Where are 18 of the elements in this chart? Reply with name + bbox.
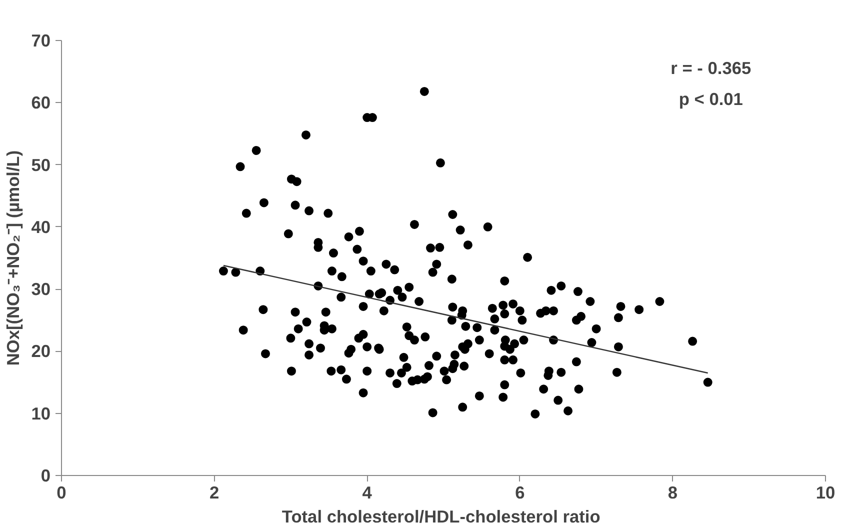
x-tick-label: 10 bbox=[816, 482, 836, 502]
y-tick-label: 30 bbox=[31, 279, 51, 300]
y-tick-label: 40 bbox=[31, 216, 51, 237]
x-tick-label: 8 bbox=[668, 482, 678, 502]
y-tick-label: 20 bbox=[31, 341, 51, 362]
y-tick-label: 50 bbox=[31, 154, 51, 175]
y-axis-title: NOx[(NO₃⁻+NO₂⁻] (µmol/L) bbox=[3, 150, 24, 366]
annotation: r = - 0.365 bbox=[670, 58, 752, 78]
annotation: p < 0.01 bbox=[678, 88, 744, 109]
x-tick-label: 4 bbox=[362, 482, 372, 502]
x-tick-label: 2 bbox=[209, 482, 220, 502]
y-tick-label: 0 bbox=[40, 466, 51, 486]
x-axis-title: Total cholesterol/HDL-cholesterol ratio bbox=[282, 506, 600, 526]
y-tick-label: 10 bbox=[31, 403, 51, 424]
y-tick-label: 70 bbox=[31, 30, 51, 50]
x-tick-label: 0 bbox=[56, 482, 66, 502]
y-tick-label: 60 bbox=[31, 92, 51, 113]
x-tick-label: 6 bbox=[515, 482, 526, 502]
